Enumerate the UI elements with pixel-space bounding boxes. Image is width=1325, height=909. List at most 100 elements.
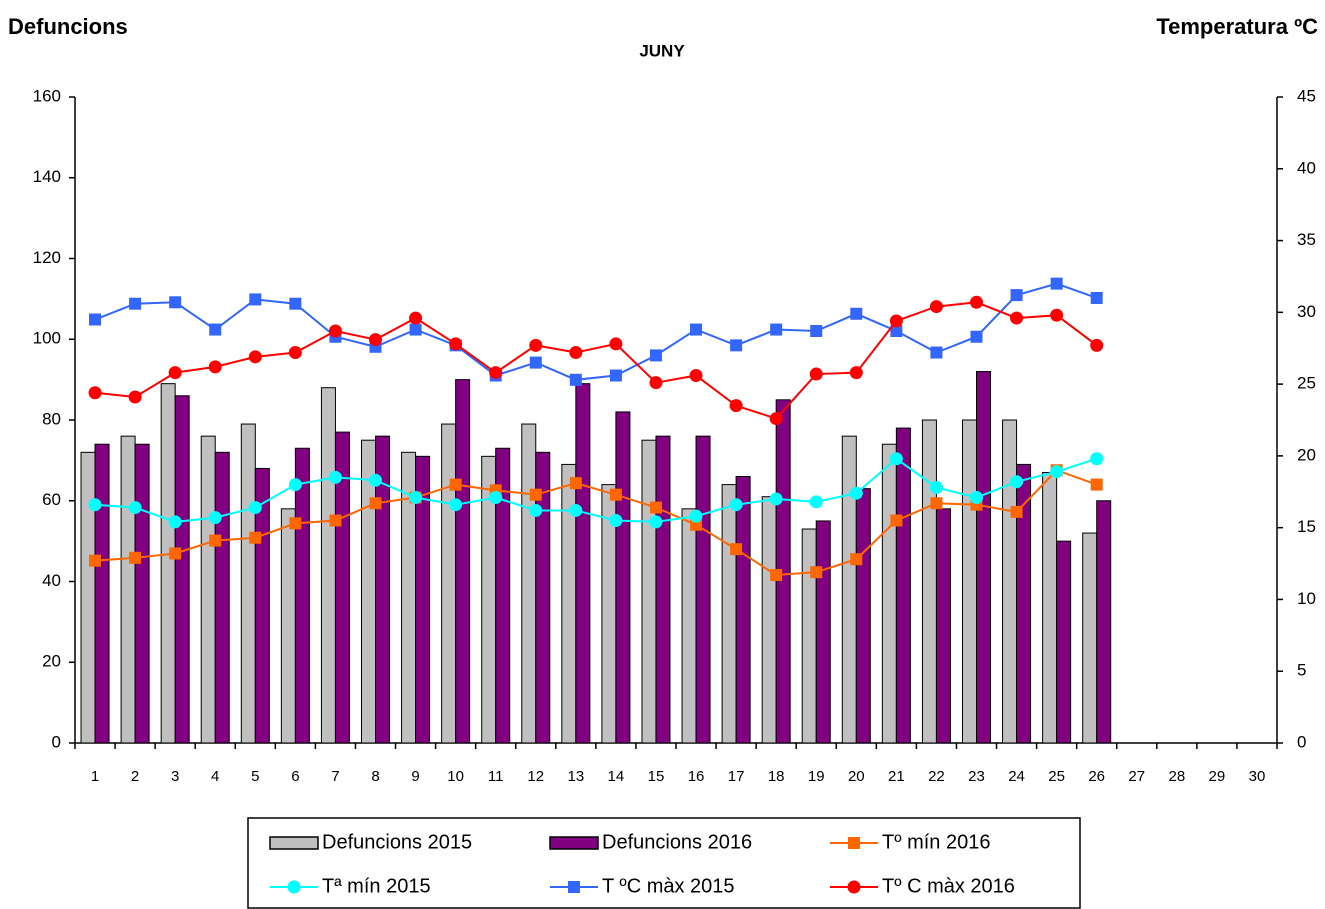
line-marker xyxy=(288,346,302,360)
line-marker xyxy=(88,386,102,400)
bar xyxy=(935,508,951,744)
legend-swatch xyxy=(269,836,319,850)
x-tick-label: 19 xyxy=(808,768,825,785)
line-marker xyxy=(809,367,823,381)
line-marker xyxy=(609,369,622,382)
line xyxy=(94,301,1098,420)
y2-tick-label: 30 xyxy=(1297,302,1316,321)
line-marker xyxy=(769,412,783,426)
y2-tick-label: 20 xyxy=(1297,445,1316,464)
bar xyxy=(1096,500,1112,744)
bar xyxy=(881,443,897,744)
line-marker xyxy=(890,324,903,337)
y2-tick-label: 25 xyxy=(1297,374,1316,393)
bar xyxy=(521,423,537,744)
x-tick-label: 20 xyxy=(848,768,865,785)
y-tick-label: 80 xyxy=(42,409,61,428)
bar xyxy=(134,443,150,744)
line-marker xyxy=(569,373,582,386)
line-marker xyxy=(689,509,703,523)
line-marker xyxy=(609,337,623,351)
bar xyxy=(575,383,591,744)
line-marker xyxy=(930,346,943,359)
x-tick-label: 18 xyxy=(768,768,785,785)
bar xyxy=(200,435,216,744)
bar xyxy=(721,484,737,744)
line-marker xyxy=(328,470,342,484)
y2-tick-label: 35 xyxy=(1297,230,1316,249)
y-tick-label: 100 xyxy=(33,329,61,348)
bar xyxy=(1016,463,1032,744)
bar xyxy=(895,427,911,744)
line-marker xyxy=(169,547,182,560)
x-tick-label: 30 xyxy=(1249,768,1266,785)
line-marker xyxy=(289,297,302,310)
y2-tick-label: 0 xyxy=(1297,732,1306,751)
line-marker xyxy=(649,376,663,390)
x-tick-label: 11 xyxy=(488,768,504,785)
bar xyxy=(761,496,777,744)
bar xyxy=(921,419,937,744)
line-marker xyxy=(890,514,903,527)
y-tick-label: 40 xyxy=(42,571,61,590)
x-tick-label: 1 xyxy=(91,768,99,785)
x-tick-label: 28 xyxy=(1168,768,1185,785)
y-tick-label: 160 xyxy=(33,86,61,105)
line-marker xyxy=(1090,338,1104,352)
line-marker xyxy=(649,501,662,514)
line-marker xyxy=(730,339,743,352)
line-marker xyxy=(1050,465,1064,479)
legend-box xyxy=(247,817,1081,909)
x-tick-label: 13 xyxy=(567,768,584,785)
x-tick-label: 5 xyxy=(251,768,259,785)
bar xyxy=(962,419,977,744)
chart-title: JUNY xyxy=(639,41,685,60)
bar xyxy=(1002,419,1018,744)
x-tick-label: 15 xyxy=(648,768,665,785)
line-marker xyxy=(529,488,542,501)
x-tick-label: 25 xyxy=(1048,768,1065,785)
line-marker xyxy=(730,543,743,556)
line-marker xyxy=(249,293,262,306)
line-marker xyxy=(769,492,783,506)
line-marker xyxy=(569,503,583,517)
line-marker xyxy=(1010,475,1024,489)
y2-tick-label: 5 xyxy=(1297,661,1306,680)
x-tick-label: 14 xyxy=(608,768,625,785)
line-marker xyxy=(208,511,222,525)
y2-tick-label: 15 xyxy=(1297,517,1316,536)
bar xyxy=(415,455,431,744)
bar xyxy=(976,371,991,744)
line xyxy=(94,457,1098,523)
line-marker xyxy=(569,477,582,490)
line-marker xyxy=(649,515,663,529)
bar xyxy=(735,476,751,744)
x-tick-label: 2 xyxy=(131,768,139,785)
y-tick-label: 60 xyxy=(42,490,61,509)
line-marker xyxy=(1090,452,1104,466)
line-marker xyxy=(770,323,783,336)
legend-swatch xyxy=(287,880,301,894)
bar xyxy=(441,423,457,744)
x-tick-label: 16 xyxy=(688,768,705,785)
line-marker xyxy=(810,566,823,579)
bar xyxy=(214,451,230,744)
x-tick-label: 9 xyxy=(411,768,419,785)
line-marker xyxy=(1090,478,1103,491)
line-marker xyxy=(248,350,262,364)
line-marker xyxy=(569,346,583,360)
y-tick-label: 0 xyxy=(52,732,61,751)
line-marker xyxy=(409,311,423,325)
bar xyxy=(160,383,176,744)
line-marker xyxy=(369,333,382,347)
line-marker xyxy=(850,553,863,566)
x-tick-label: 27 xyxy=(1128,768,1145,785)
line-marker xyxy=(209,323,222,336)
x-tick-label: 4 xyxy=(211,768,219,785)
line-marker xyxy=(729,498,743,512)
bar xyxy=(641,439,657,744)
line-marker xyxy=(770,569,783,582)
legend-label: Tº mín 2016 xyxy=(882,831,990,853)
line-marker xyxy=(930,497,943,510)
line-marker xyxy=(168,515,182,529)
